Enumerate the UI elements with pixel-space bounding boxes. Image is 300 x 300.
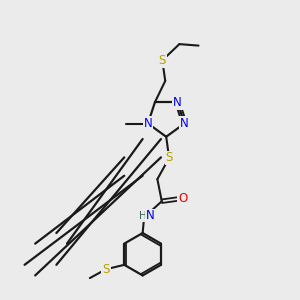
Text: H: H <box>139 211 146 221</box>
Text: S: S <box>102 263 110 276</box>
Text: N: N <box>180 117 189 130</box>
Text: N: N <box>173 96 182 109</box>
Text: N: N <box>144 117 152 130</box>
Text: S: S <box>166 152 173 164</box>
Text: S: S <box>159 54 166 67</box>
Text: N: N <box>146 209 154 223</box>
Text: O: O <box>178 192 188 205</box>
